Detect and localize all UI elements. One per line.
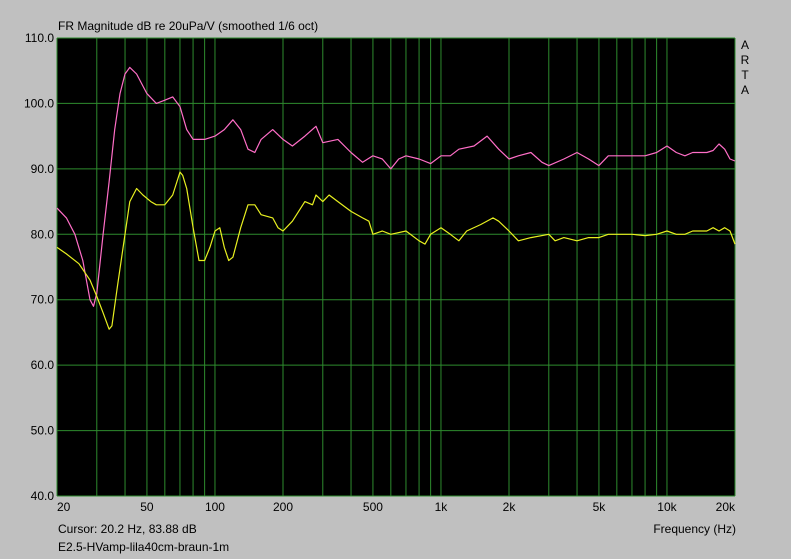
series-line-1	[56, 66, 736, 307]
y-tick-label: 80.0	[31, 227, 55, 241]
chart-title: FR Magnitude dB re 20uPa/V (smoothed 1/6…	[58, 19, 319, 33]
x-tick-label: 50	[140, 500, 154, 514]
arta-brand-mark: A R T A	[739, 38, 751, 98]
x-axis-label: Frequency (Hz)	[653, 522, 736, 536]
x-tick-label: 20	[57, 500, 71, 514]
brand-letter: T	[741, 68, 749, 82]
x-tick-label: 500	[363, 500, 383, 514]
y-tick-label: 60.0	[31, 358, 55, 372]
y-tick-label: 50.0	[31, 424, 55, 438]
x-tick-label: 5k	[593, 500, 607, 514]
x-tick-label: 200	[273, 500, 293, 514]
y-axis: 110.0 100.0 90.0 80.0 70.0 60.0 50.0 40.0	[24, 31, 54, 503]
series-line-2	[56, 171, 736, 330]
brand-letter: A	[740, 83, 749, 97]
series-layer	[56, 66, 736, 330]
cursor-readout: Cursor: 20.2 Hz, 83.88 dB	[58, 522, 197, 536]
x-tick-label: 2k	[503, 500, 517, 514]
x-tick-label: 10k	[657, 500, 677, 514]
y-tick-label: 70.0	[31, 293, 55, 307]
plot-area[interactable]	[57, 38, 735, 496]
x-tick-label: 1k	[435, 500, 449, 514]
y-tick-label: 90.0	[31, 162, 55, 176]
y-tick-label: 110.0	[25, 31, 54, 45]
brand-letter: A	[740, 38, 749, 52]
y-tick-label: 100.0	[24, 96, 54, 110]
file-name: E2.5-HVamp-lila40cm-braun-1m	[58, 540, 230, 554]
x-tick-label: 100	[205, 500, 225, 514]
brand-letter: R	[740, 53, 750, 67]
x-axis: 20 50 100 200 500 1k 2k 5k 10k 20k	[57, 500, 736, 514]
y-tick-label: 40.0	[31, 489, 55, 503]
x-tick-label: 20k	[716, 500, 736, 514]
grid-lines	[56, 37, 736, 497]
